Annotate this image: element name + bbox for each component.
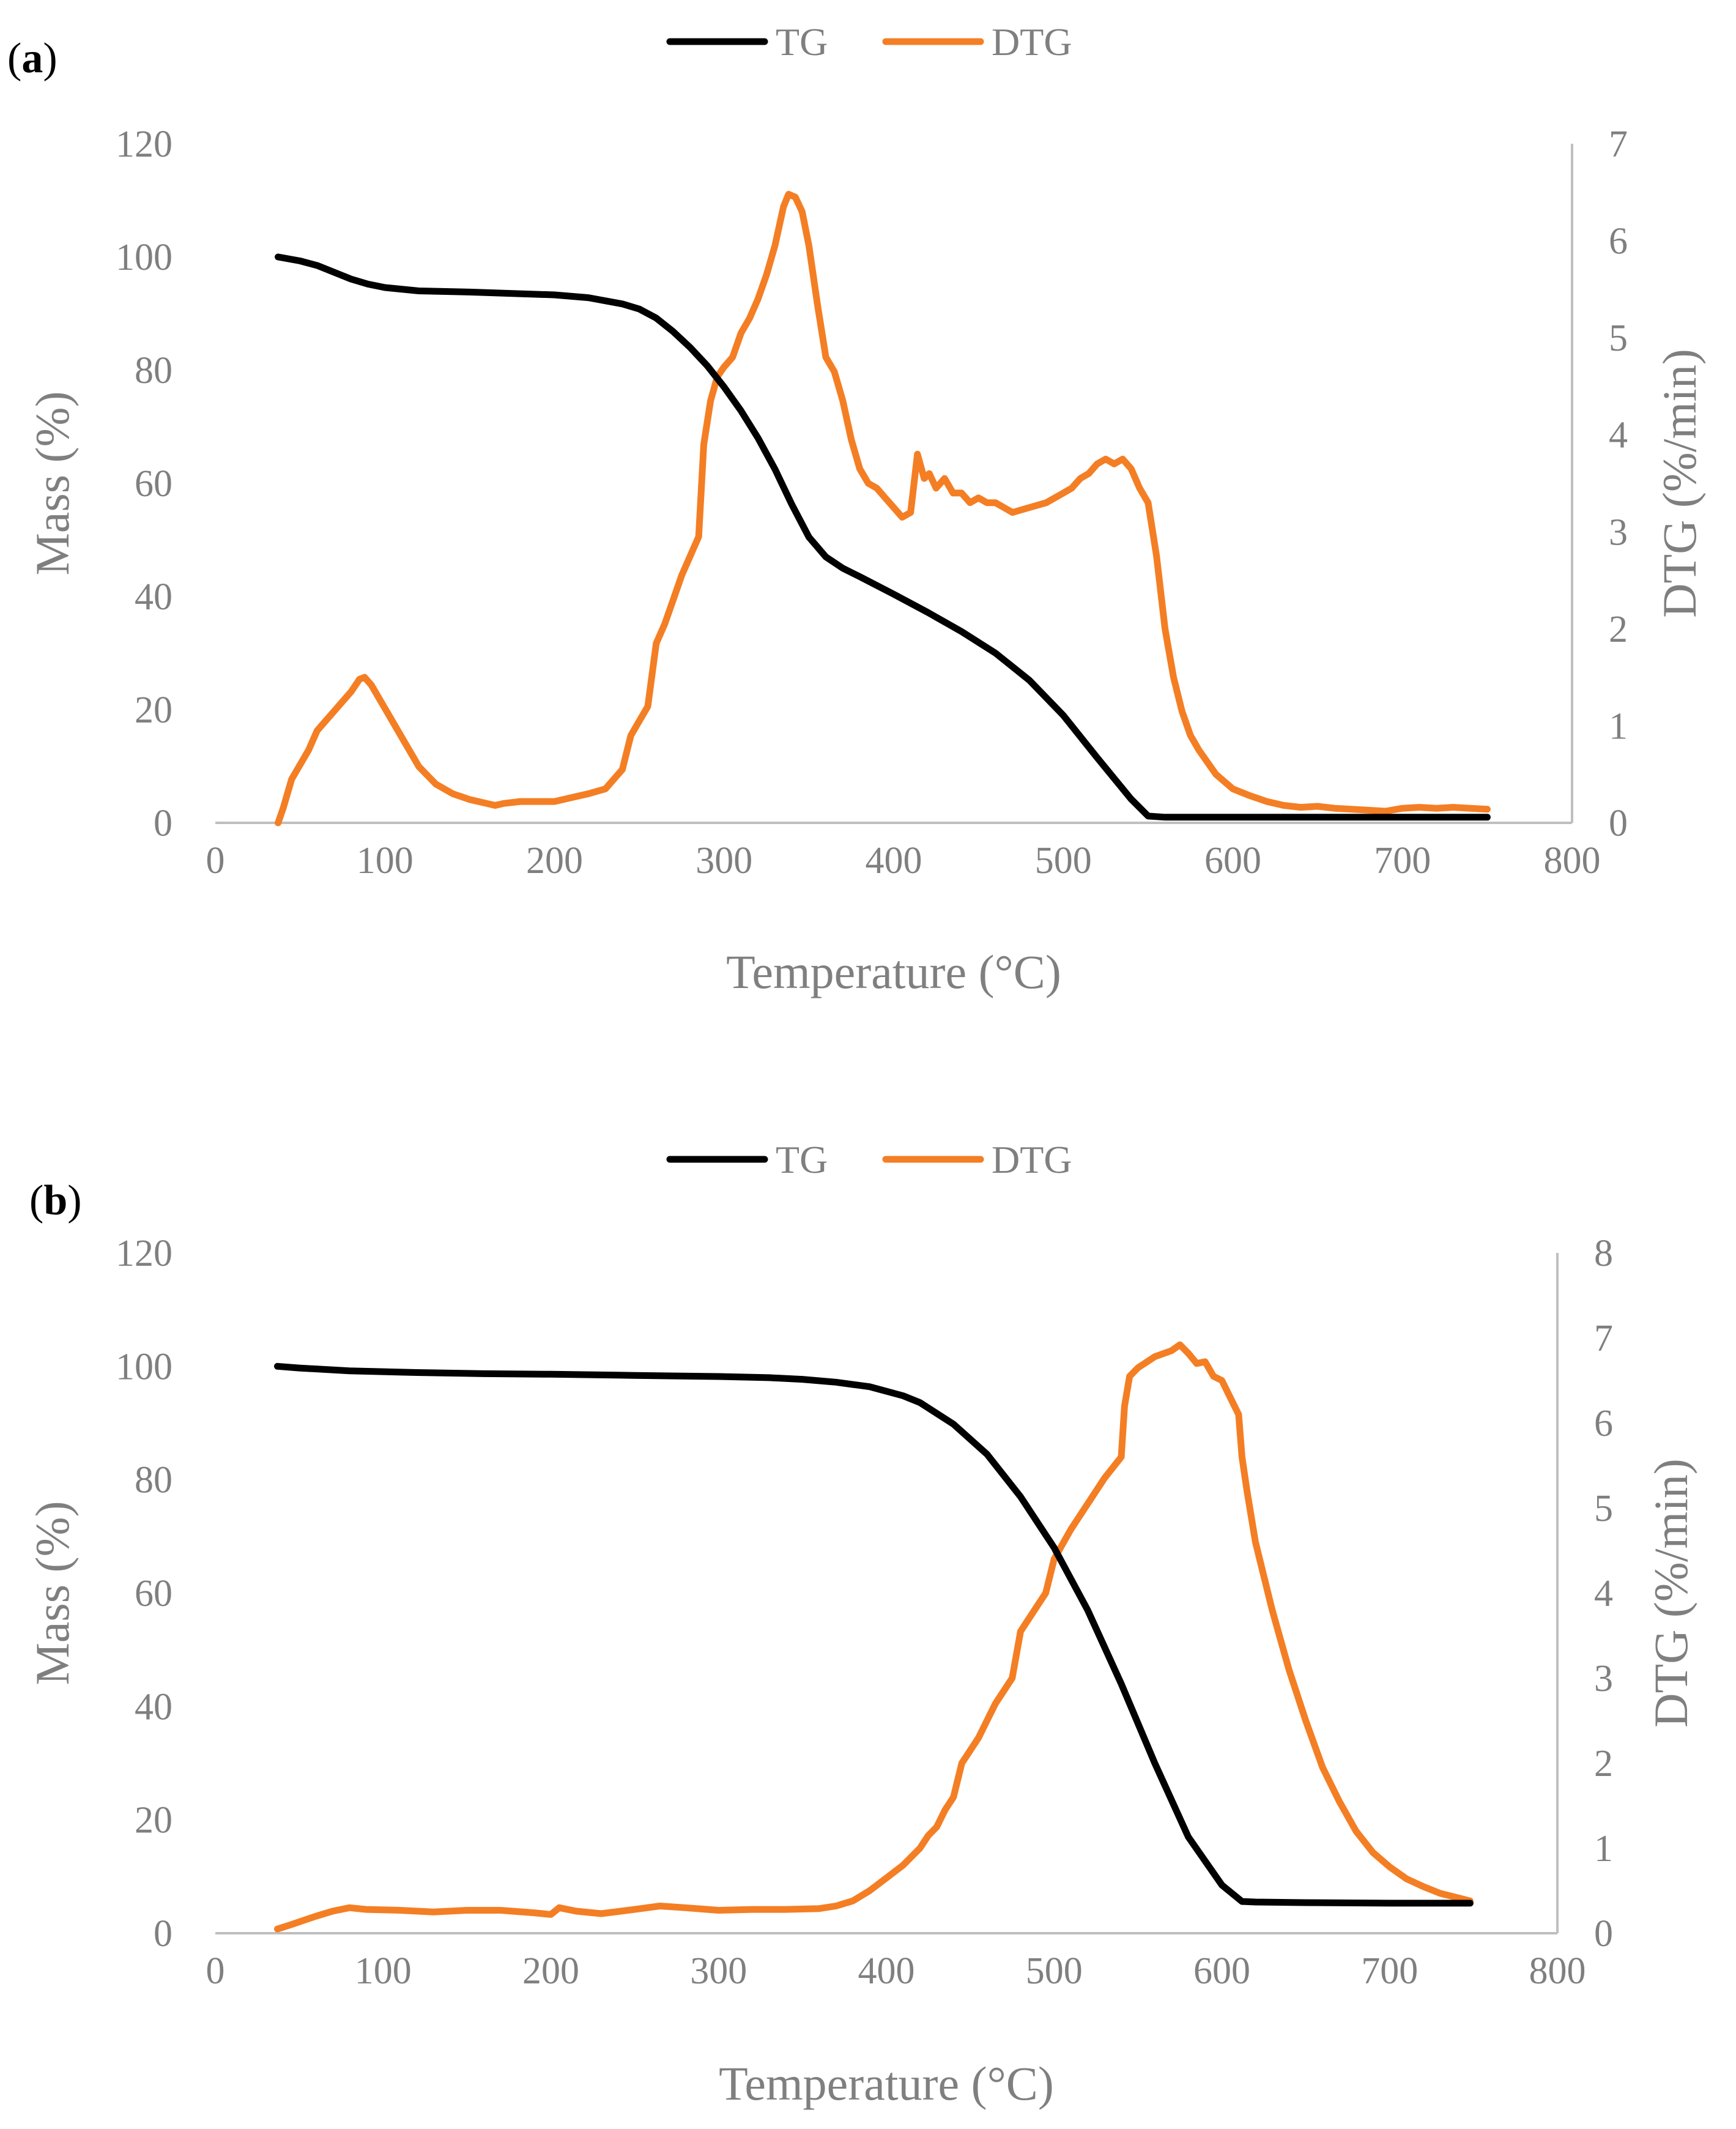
panel-a-x-ticks: 0 100 200 300 400 500 600 700 800: [206, 840, 1601, 882]
panel-a-y2-tick-label: 0: [1609, 803, 1628, 844]
panel-a-x-axis-title: Temperature (°C): [726, 945, 1061, 998]
panel-b-dtg-series-line: [274, 1341, 1474, 1933]
panel-b-y-tick-label: 100: [116, 1346, 172, 1388]
panel-a-y2-tick-label: 2: [1609, 609, 1628, 650]
panel-a-label: (a): [7, 35, 57, 82]
panel-b-y-tick-label: 80: [135, 1460, 172, 1501]
panel-b-label: (b): [29, 1177, 82, 1224]
panel-a-x-tick-label: 800: [1544, 840, 1601, 882]
panel-b-y-ticks: 0 20 40 60 80 100 120: [116, 1233, 172, 1955]
panel-a-legend: TG DTG: [666, 20, 1072, 64]
panel-b-x-tick-label: 500: [1026, 1950, 1083, 1992]
panel-b-y-axis-title: Mass (%): [26, 1501, 79, 1685]
panel-b-x-tick-label: 700: [1361, 1950, 1418, 1992]
panel-a-y-tick-label: 0: [154, 803, 172, 844]
panel-a-x-tick-label: 300: [696, 840, 752, 882]
panel-b-legend-tg-label: TG: [776, 1138, 828, 1181]
panel-a-y2-ticks: 0 1 2 3 4 5 6 7: [1609, 124, 1628, 844]
panel-a-y-tick-label: 20: [135, 689, 172, 731]
panel-b-x-tick-label: 200: [522, 1950, 579, 1992]
panel-a-y2-tick-label: 4: [1609, 415, 1628, 456]
panel-a-y2-tick-label: 1: [1609, 705, 1628, 747]
panel-b-y-tick-label: 60: [135, 1573, 172, 1614]
panel-b-x-tick-label: 100: [355, 1950, 412, 1992]
panel-b-y2-tick-label: 8: [1594, 1233, 1613, 1274]
panel-a-tg-series-line: [275, 253, 1491, 821]
panel-a-y2-tick-label: 5: [1609, 318, 1628, 359]
panel-b-y2-tick-label: 7: [1594, 1318, 1613, 1359]
panel-b-y2-tick-label: 2: [1594, 1743, 1613, 1785]
panel-b-x-tick-label: 800: [1529, 1950, 1586, 1992]
panel-a-legend-tg-label: TG: [776, 20, 828, 64]
panel-b-y2-tick-label: 5: [1594, 1488, 1613, 1529]
panel-a-x-tick-label: 600: [1204, 840, 1261, 882]
panel-a-x-tick-label: 200: [526, 840, 583, 882]
panel-b-x-tick-label: 300: [690, 1950, 747, 1992]
panel-a-y2-tick-label: 3: [1609, 511, 1628, 553]
panel-a-x-tick-label: 700: [1374, 840, 1431, 882]
panel-a-y-tick-label: 120: [116, 124, 172, 165]
panel-b-x-axis-title: Temperature (°C): [719, 2057, 1054, 2110]
panel-b-y2-tick-label: 3: [1594, 1658, 1613, 1700]
panel-b-x-tick-label: 0: [206, 1950, 225, 1992]
panel-b-y2-tick-label: 0: [1594, 1913, 1613, 1955]
panel-a-y-tick-label: 80: [135, 350, 172, 392]
panel-a-y2-axis-title: DTG (%/min): [1653, 349, 1706, 618]
panel-a-y-ticks: 0 20 40 60 80 100 120: [116, 124, 172, 844]
panel-b-legend: TG DTG: [666, 1138, 1072, 1181]
panel-a-y-axis-title: Mass (%): [26, 391, 79, 575]
panel-b-y2-tick-label: 4: [1594, 1573, 1613, 1614]
panel-a-x-tick-label: 400: [866, 840, 922, 882]
panel-a-y-tick-label: 100: [116, 237, 172, 278]
panel-a-y-tick-label: 60: [135, 463, 172, 505]
panel-b-y-tick-label: 20: [135, 1800, 172, 1841]
panel-b-x-tick-label: 600: [1193, 1950, 1250, 1992]
panel-b-chart: (b) TG DTG 0 100 200 300 400 500 600 700 800 020…: [26, 1138, 1697, 2110]
panel-b-y-tick-label: 120: [116, 1233, 172, 1274]
panel-b-y2-ticks: 0 1 2 3 4 5 6 7 8: [1594, 1233, 1613, 1955]
panel-b-y2-axis-title: DTG (%/min): [1644, 1458, 1697, 1728]
panel-a-x-tick-label: 0: [206, 840, 225, 882]
panel-a-dtg-series-line: [275, 191, 1491, 827]
panel-a-chart: (a) TG DTG 0 100 200 300 400 500 600 700 800 020…: [7, 20, 1706, 998]
panel-a-y2-tick-label: 6: [1609, 221, 1628, 262]
panel-a-y-tick-label: 40: [135, 576, 172, 618]
panel-b-letter: b: [43, 1177, 67, 1224]
panel-a-y2-tick-label: 7: [1609, 124, 1628, 165]
panel-b-y2-tick-label: 6: [1594, 1403, 1613, 1444]
panel-a-letter: a: [21, 35, 43, 82]
panel-b-x-tick-label: 400: [858, 1950, 915, 1992]
panel-a-x-tick-label: 100: [357, 840, 414, 882]
panel-a-x-tick-label: 500: [1035, 840, 1092, 882]
panel-b-tg-series-line: [274, 1362, 1474, 1907]
panel-b-x-ticks: 0 100 200 300 400 500 600 700 800: [206, 1950, 1586, 1992]
panel-a-legend-dtg-label: DTG: [992, 20, 1072, 64]
panel-b-y2-tick-label: 1: [1594, 1828, 1613, 1870]
panel-b-y-tick-label: 40: [135, 1686, 172, 1728]
panel-b-legend-dtg-label: DTG: [992, 1138, 1072, 1181]
panel-b-y-tick-label: 0: [154, 1913, 172, 1955]
